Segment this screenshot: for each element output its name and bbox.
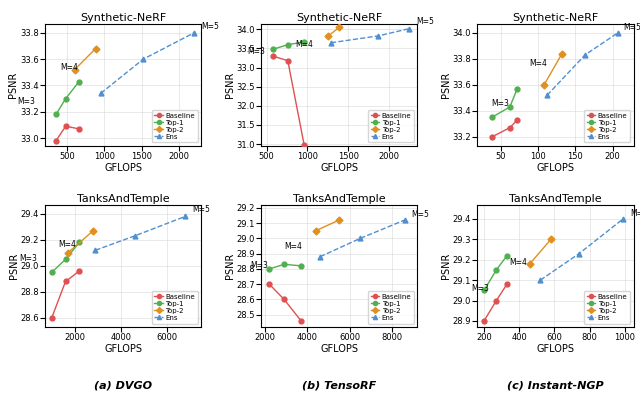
Text: M=3: M=3 xyxy=(19,255,37,263)
Text: M=5: M=5 xyxy=(630,209,640,218)
Y-axis label: PSNR: PSNR xyxy=(441,253,451,279)
Text: M=5: M=5 xyxy=(416,17,434,26)
Text: M=4: M=4 xyxy=(529,59,547,68)
Title: TanksAndTemple: TanksAndTemple xyxy=(293,194,385,204)
Legend: Baseline, Top-1, Top-2, Ens: Baseline, Top-1, Top-2, Ens xyxy=(152,110,198,143)
Text: M=4: M=4 xyxy=(295,40,313,49)
Y-axis label: PSNR: PSNR xyxy=(225,72,235,98)
Text: M=3: M=3 xyxy=(492,99,509,108)
Y-axis label: PSNR: PSNR xyxy=(8,253,19,279)
X-axis label: GFLOPS: GFLOPS xyxy=(536,344,574,354)
Text: M=5: M=5 xyxy=(623,23,640,32)
X-axis label: GFLOPS: GFLOPS xyxy=(104,344,142,354)
Title: Synthetic-NeRF: Synthetic-NeRF xyxy=(80,13,166,23)
Legend: Baseline, Top-1, Top-2, Ens: Baseline, Top-1, Top-2, Ens xyxy=(152,291,198,323)
X-axis label: GFLOPS: GFLOPS xyxy=(104,163,142,173)
Text: M=3: M=3 xyxy=(248,47,266,56)
Text: M=5: M=5 xyxy=(192,205,210,214)
Text: M=4: M=4 xyxy=(509,258,527,267)
Legend: Baseline, Top-1, Top-2, Ens: Baseline, Top-1, Top-2, Ens xyxy=(368,291,414,323)
Y-axis label: PSNR: PSNR xyxy=(8,72,19,98)
X-axis label: GFLOPS: GFLOPS xyxy=(320,344,358,354)
Y-axis label: PSNR: PSNR xyxy=(225,253,235,279)
Legend: Baseline, Top-1, Top-2, Ens: Baseline, Top-1, Top-2, Ens xyxy=(584,110,630,143)
Legend: Baseline, Top-1, Top-2, Ens: Baseline, Top-1, Top-2, Ens xyxy=(368,110,414,143)
Text: M=5: M=5 xyxy=(201,22,219,31)
Y-axis label: PSNR: PSNR xyxy=(440,72,451,98)
Legend: Baseline, Top-1, Top-2, Ens: Baseline, Top-1, Top-2, Ens xyxy=(584,291,630,323)
Text: M=5: M=5 xyxy=(412,210,429,219)
Text: M=4: M=4 xyxy=(284,242,302,251)
Title: TanksAndTemple: TanksAndTemple xyxy=(77,194,170,204)
Text: M=3: M=3 xyxy=(17,97,35,106)
X-axis label: GFLOPS: GFLOPS xyxy=(320,163,358,173)
Title: TanksAndTemple: TanksAndTemple xyxy=(509,194,602,204)
Title: Synthetic-NeRF: Synthetic-NeRF xyxy=(296,13,382,23)
Text: M=4: M=4 xyxy=(58,240,76,249)
Text: (a) DVGO: (a) DVGO xyxy=(94,380,152,390)
Text: (b) TensoRF: (b) TensoRF xyxy=(302,380,376,390)
X-axis label: GFLOPS: GFLOPS xyxy=(536,163,574,173)
Text: M=3: M=3 xyxy=(251,261,269,270)
Text: M=4: M=4 xyxy=(60,63,78,72)
Title: Synthetic-NeRF: Synthetic-NeRF xyxy=(512,13,598,23)
Text: (c) Instant-NGP: (c) Instant-NGP xyxy=(507,380,604,390)
Text: M=3: M=3 xyxy=(471,284,489,293)
